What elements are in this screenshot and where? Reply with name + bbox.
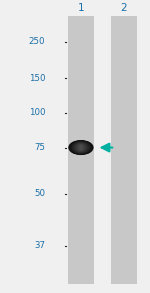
Ellipse shape <box>80 145 82 150</box>
Text: 150: 150 <box>29 74 45 83</box>
Ellipse shape <box>79 144 83 151</box>
Ellipse shape <box>71 141 91 154</box>
Text: 75: 75 <box>34 143 45 152</box>
Ellipse shape <box>77 144 85 151</box>
Text: 250: 250 <box>29 38 45 46</box>
Ellipse shape <box>78 144 83 151</box>
Text: 37: 37 <box>34 241 45 251</box>
Ellipse shape <box>80 145 82 150</box>
Ellipse shape <box>76 143 86 152</box>
Ellipse shape <box>76 143 86 152</box>
Ellipse shape <box>74 142 88 153</box>
Ellipse shape <box>73 142 88 153</box>
Text: 100: 100 <box>29 108 45 117</box>
Ellipse shape <box>70 141 92 154</box>
Ellipse shape <box>79 144 83 151</box>
Text: 2: 2 <box>121 3 127 13</box>
Text: 1: 1 <box>78 3 84 13</box>
Bar <box>68 16 94 284</box>
Ellipse shape <box>71 141 91 154</box>
Ellipse shape <box>74 142 88 153</box>
Ellipse shape <box>78 144 84 151</box>
Ellipse shape <box>68 140 94 155</box>
Bar <box>111 16 137 284</box>
Ellipse shape <box>72 142 90 154</box>
Ellipse shape <box>72 142 90 154</box>
Ellipse shape <box>72 142 89 153</box>
Text: 50: 50 <box>34 189 45 198</box>
Ellipse shape <box>70 141 92 154</box>
Ellipse shape <box>78 144 84 151</box>
Ellipse shape <box>75 143 87 152</box>
Ellipse shape <box>75 143 86 152</box>
Ellipse shape <box>73 142 89 153</box>
Ellipse shape <box>77 144 85 151</box>
Ellipse shape <box>75 143 87 152</box>
Ellipse shape <box>70 141 92 154</box>
Ellipse shape <box>69 140 93 155</box>
Ellipse shape <box>69 140 93 155</box>
